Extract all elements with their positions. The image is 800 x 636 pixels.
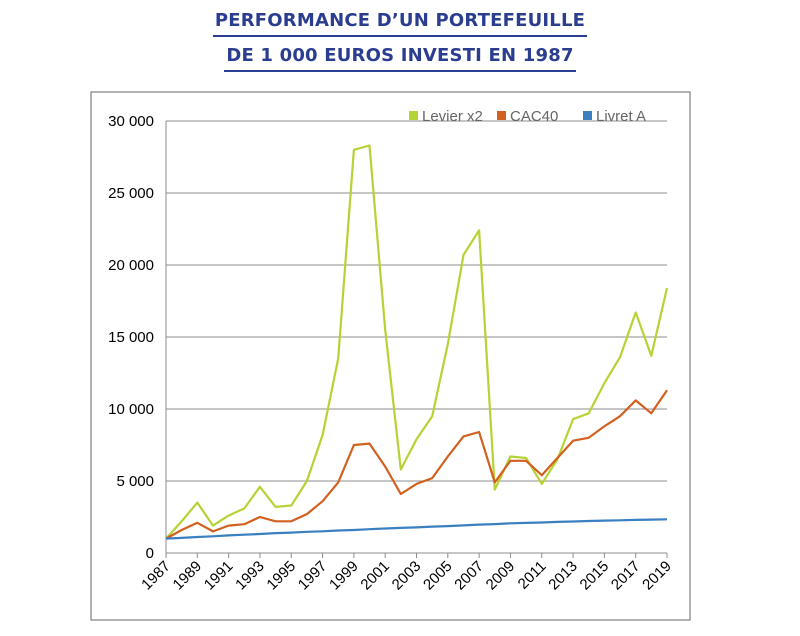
x-tick-label: 2013 <box>545 558 581 594</box>
y-tick-label: 5 000 <box>116 473 154 490</box>
legend-label: Livret A <box>596 108 646 125</box>
title-line-1: PERFORMANCE D’UN PORTEFEUILLE <box>212 10 588 37</box>
x-tick-label: 2005 <box>420 558 456 594</box>
x-tick-label: 2009 <box>483 558 519 594</box>
x-tick-label: 2011 <box>515 558 550 593</box>
legend-swatch <box>497 111 506 120</box>
y-tick-label: 20 000 <box>108 257 154 274</box>
legend: Levier x2 CAC40 Livret A <box>409 108 646 125</box>
x-tick-label: 2007 <box>451 558 487 594</box>
chart-frame <box>90 91 691 621</box>
x-tick-label: 1993 <box>232 558 268 594</box>
x-axis-ticks: 1987198919911993199519971999200120032005… <box>138 553 675 593</box>
series-line-cac40 <box>165 389 668 540</box>
x-tick-label: 2015 <box>577 558 613 594</box>
legend-swatch <box>583 111 592 120</box>
x-tick-label: 2003 <box>389 558 425 594</box>
legend-label: Levier x2 <box>422 108 483 125</box>
y-tick-label: 15 000 <box>108 329 154 346</box>
series-lines <box>165 144 669 540</box>
x-tick-label: 1991 <box>201 558 237 594</box>
x-tick-label: 1989 <box>170 558 206 594</box>
x-tick-label: 1999 <box>326 558 362 594</box>
x-tick-label: 1987 <box>138 558 174 594</box>
x-tick-label: 1995 <box>263 558 299 594</box>
legend-swatch <box>409 111 418 120</box>
y-tick-label: 0 <box>146 545 154 562</box>
y-axis-ticks: 0 5 000 10 000 15 000 20 000 25 000 30 000 <box>108 113 154 562</box>
chart-title: PERFORMANCE D’UN PORTEFEUILLE DE 1 000 E… <box>0 10 800 80</box>
x-tick-label: 2019 <box>639 558 675 594</box>
x-tick-label: 1997 <box>295 558 331 594</box>
gridlines <box>165 120 667 554</box>
x-tick-label: 2001 <box>357 558 393 594</box>
series-line-levier-x2 <box>165 144 669 540</box>
series-line-livret-a <box>165 518 668 540</box>
title-line-2: DE 1 000 EUROS INVESTI EN 1987 <box>224 45 576 72</box>
y-tick-label: 30 000 <box>108 113 154 130</box>
x-tick-label: 2017 <box>608 558 644 594</box>
y-tick-label: 10 000 <box>108 401 154 418</box>
legend-label: CAC40 <box>510 108 558 125</box>
y-tick-label: 25 000 <box>108 185 154 202</box>
